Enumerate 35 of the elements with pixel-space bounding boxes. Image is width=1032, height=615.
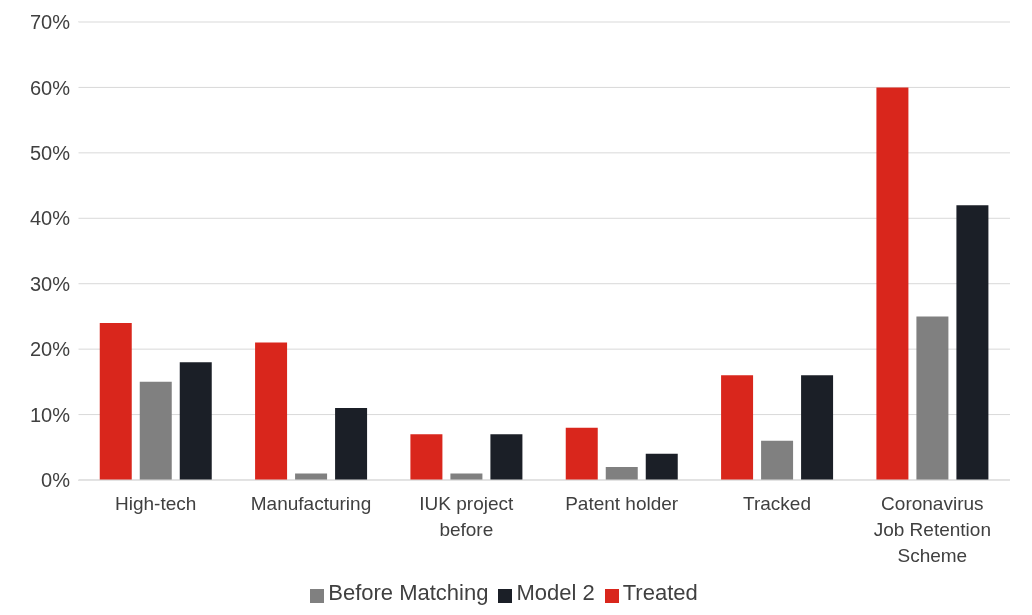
bar: [450, 473, 483, 480]
legend-label: Model 2: [516, 580, 595, 605]
y-tick-label: 20%: [29, 338, 71, 361]
bar: [645, 453, 678, 480]
bar: [490, 434, 523, 480]
legend-label: Treated: [622, 580, 698, 605]
bar: [179, 362, 212, 480]
bar: [605, 466, 638, 480]
x-tick-label: High-tech: [115, 493, 197, 514]
bar: [956, 205, 989, 480]
bar: [916, 316, 949, 480]
bar: [139, 381, 172, 480]
bar: [761, 440, 794, 480]
y-tick-label: 30%: [29, 272, 71, 295]
x-tick-label: Manufacturing: [250, 493, 372, 514]
bar: [295, 473, 328, 480]
legend-label: Before Matching: [328, 580, 489, 605]
bar: [410, 434, 443, 480]
y-tick-label: 60%: [29, 76, 71, 99]
bar: [99, 322, 132, 480]
bar: [565, 427, 598, 480]
y-tick-label: 0%: [41, 469, 71, 492]
bar: [255, 342, 288, 480]
y-tick-label: 50%: [29, 141, 71, 164]
y-tick-label: 40%: [29, 207, 71, 230]
y-tick-label: 70%: [29, 11, 71, 34]
bar: [335, 408, 368, 480]
bar: [801, 375, 834, 480]
x-tick-label: Patent holder: [565, 493, 679, 514]
x-tick-label: IUK project before: [419, 493, 515, 540]
bar: [876, 87, 909, 480]
bar: [721, 375, 754, 480]
y-tick-label: 10%: [29, 403, 71, 426]
x-tick-label: Tracked: [743, 493, 811, 514]
x-tick-label: Coronavirus Job Retention Scheme: [873, 493, 991, 566]
